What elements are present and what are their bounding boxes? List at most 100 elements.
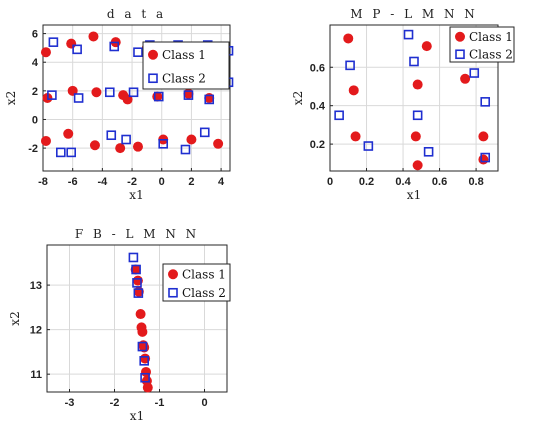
- chart-title: d a t a: [107, 7, 166, 21]
- class-2-point: [423, 146, 434, 157]
- x-tick-label: 0.2: [359, 176, 374, 188]
- class-2-point: [128, 252, 139, 263]
- x-axis-label: x1: [129, 188, 143, 202]
- class-1-point: [350, 131, 361, 142]
- class-1-point: [142, 382, 153, 393]
- class-2-point: [412, 110, 423, 121]
- class-1-point: [348, 85, 359, 96]
- x-tick-label: -1: [155, 397, 165, 409]
- x-tick-label: -2: [127, 176, 137, 188]
- class-1-point: [186, 134, 197, 145]
- class-2-point: [121, 134, 131, 145]
- y-tick-label: 11: [30, 369, 42, 381]
- class-1-point: [130, 264, 141, 275]
- class-1-point: [460, 73, 471, 84]
- legend-label: Class 1: [162, 48, 206, 62]
- class-2-point: [204, 94, 215, 105]
- class-2-point: [133, 288, 144, 298]
- class-1-point: [88, 31, 99, 42]
- legend-class-1-marker: [148, 49, 158, 60]
- y-axis-label: x2: [8, 311, 22, 325]
- y-tick-label: 0: [32, 114, 38, 126]
- class-2-point: [480, 152, 491, 163]
- class-1-point: [421, 41, 432, 52]
- class-2-point: [334, 110, 344, 121]
- class-1-point: [412, 79, 423, 90]
- plot-frame: [329, 24, 499, 172]
- y-tick-label: 6: [32, 29, 38, 41]
- x-tick-label: 0.8: [468, 176, 483, 188]
- y-tick-label: 4: [32, 57, 39, 69]
- legend-label: Class 1: [469, 30, 513, 44]
- class-1-point: [66, 38, 77, 49]
- x-tick-label: 0.4: [395, 176, 411, 188]
- class-2-point: [106, 130, 117, 141]
- class-2-point: [56, 147, 66, 158]
- x-axis-label: x1: [407, 188, 421, 202]
- class-2-point: [403, 29, 414, 40]
- x-tick-label: -2: [110, 397, 120, 409]
- x-tick-label: 2: [188, 176, 194, 188]
- x-tick-label: -6: [68, 176, 78, 188]
- class-1-point: [132, 141, 143, 152]
- class-2-point: [104, 87, 115, 98]
- x-tick-label: 0.6: [432, 176, 447, 188]
- class-1-point: [40, 135, 51, 146]
- legend-class-2-marker: [168, 287, 178, 298]
- class-1-point: [40, 47, 51, 58]
- legend-label: Class 2: [182, 286, 226, 300]
- class-2-point: [140, 372, 150, 383]
- class-2-point: [199, 127, 210, 138]
- class-2-point: [133, 47, 143, 57]
- x-tick-label: 0: [327, 176, 333, 188]
- class-2-point: [363, 141, 374, 151]
- class-2-point: [137, 341, 148, 352]
- class-1-point: [343, 33, 354, 44]
- class-2-point: [48, 37, 59, 47]
- class-1-point: [478, 154, 489, 165]
- legend-label: Class 1: [182, 267, 226, 281]
- class-2-point: [183, 90, 194, 100]
- class-2-point: [180, 144, 191, 155]
- y-tick-label: 0.6: [310, 62, 325, 74]
- class-2-point: [153, 91, 164, 102]
- x-axis-label: x1: [130, 409, 144, 423]
- class-2-point: [131, 264, 141, 275]
- class-2-point: [409, 56, 419, 67]
- class-2-point: [66, 147, 76, 158]
- chart-title: M P - L M N N: [350, 7, 478, 21]
- legend: Class 1 Class 2: [142, 41, 230, 90]
- x-tick-label: 4: [218, 176, 225, 188]
- y-tick-label: 0.4: [310, 101, 326, 113]
- y-tick-label: 13: [30, 280, 42, 292]
- x-tick-label: -3: [65, 397, 75, 409]
- class-2-point: [72, 44, 82, 55]
- class-1-point: [89, 140, 100, 151]
- class-2-point: [480, 97, 491, 107]
- y-tick-label: 2: [32, 86, 38, 98]
- class-2-point: [158, 139, 169, 149]
- legend-class-1-marker: [455, 31, 465, 42]
- class-1-point: [213, 138, 224, 149]
- class-2-point: [73, 93, 84, 103]
- legend-class-2-marker: [455, 49, 465, 60]
- class-2-point: [132, 278, 142, 288]
- legend-class-1-marker: [168, 269, 178, 280]
- chart-title: F B - L M N N: [75, 227, 199, 241]
- class-2-point: [139, 356, 149, 366]
- class-2-point: [128, 87, 139, 98]
- class-2-point: [469, 68, 480, 78]
- class-1-point: [135, 309, 146, 320]
- y-axis-label: x2: [291, 91, 305, 105]
- legend-class-2-marker: [148, 73, 158, 84]
- x-tick-label: -8: [38, 176, 48, 188]
- legend: Class 1 Class 2: [162, 263, 231, 302]
- class-2-point: [109, 41, 120, 52]
- class-1-point: [63, 128, 74, 139]
- y-tick-label: -2: [28, 143, 38, 155]
- class-1-point: [91, 87, 102, 98]
- class-1-point: [115, 143, 126, 154]
- chart-mp: 0 0.2 0.4 0.6 0.8 0.2 0.4 0.6 M P - L M N N x1 x2 C…: [291, 7, 515, 202]
